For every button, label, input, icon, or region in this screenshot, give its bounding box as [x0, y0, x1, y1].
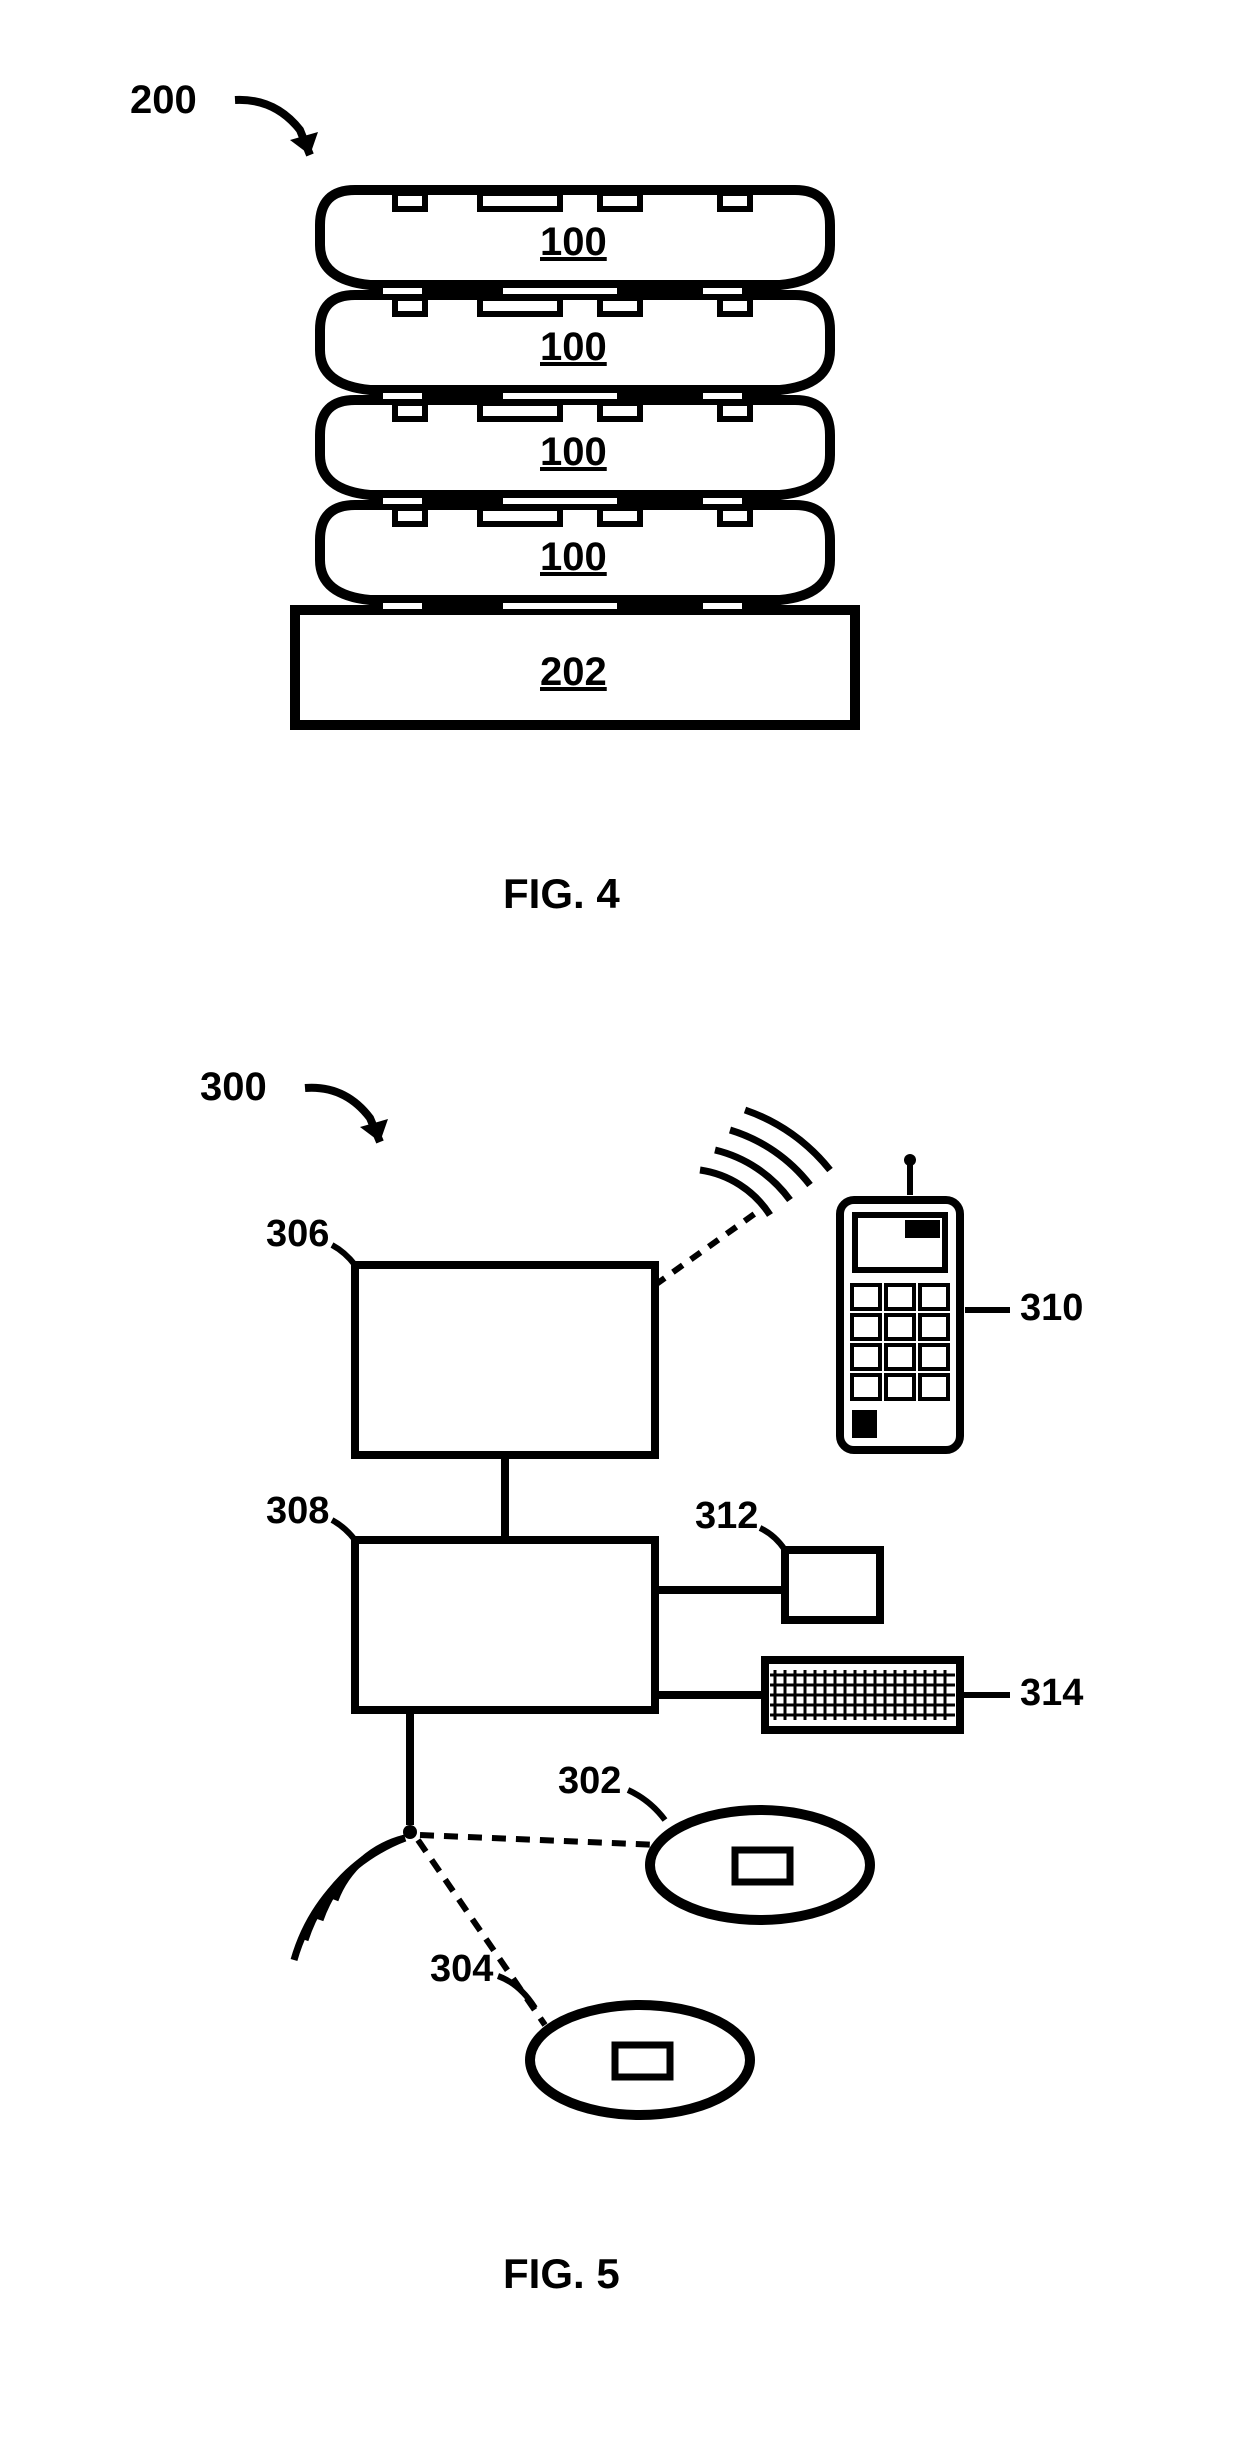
- label-312: 312: [695, 1495, 758, 1538]
- label-314: 314: [1020, 1672, 1083, 1715]
- phone-icon: [840, 1154, 960, 1450]
- fig5-caption: FIG. 5: [503, 2250, 620, 2298]
- label-306: 306: [266, 1213, 329, 1256]
- label-310: 310: [1020, 1287, 1083, 1330]
- label-302: 302: [558, 1760, 621, 1803]
- label-304: 304: [430, 1948, 493, 1991]
- fig5-diagram: [0, 0, 1246, 2450]
- label-308: 308: [266, 1490, 329, 1533]
